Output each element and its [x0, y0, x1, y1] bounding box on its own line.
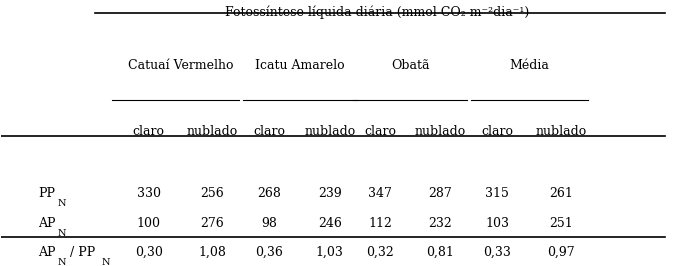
Text: PP: PP: [38, 187, 55, 200]
Text: 239: 239: [318, 187, 342, 200]
Text: 232: 232: [429, 217, 452, 230]
Text: N: N: [58, 228, 66, 238]
Text: 112: 112: [368, 217, 392, 230]
Text: 1,03: 1,03: [316, 246, 344, 259]
Text: 256: 256: [201, 187, 224, 200]
Text: nublado: nublado: [187, 126, 238, 139]
Text: N: N: [58, 258, 66, 266]
Text: claro: claro: [481, 126, 513, 139]
Text: claro: claro: [364, 126, 396, 139]
Text: 330: 330: [137, 187, 161, 200]
Text: N: N: [58, 199, 66, 208]
Text: 347: 347: [368, 187, 392, 200]
Text: 276: 276: [201, 217, 224, 230]
Text: 0,81: 0,81: [427, 246, 454, 259]
Text: 103: 103: [485, 217, 509, 230]
Text: 268: 268: [258, 187, 281, 200]
Text: N: N: [101, 258, 110, 266]
Text: 0,97: 0,97: [547, 246, 575, 259]
Text: 0,36: 0,36: [256, 246, 283, 259]
Text: 100: 100: [137, 217, 161, 230]
Text: 287: 287: [429, 187, 452, 200]
Text: 261: 261: [549, 187, 573, 200]
Text: 98: 98: [262, 217, 277, 230]
Text: 1,08: 1,08: [199, 246, 226, 259]
Text: Média: Média: [509, 59, 549, 72]
Text: 0,33: 0,33: [483, 246, 511, 259]
Text: Obatã: Obatã: [391, 59, 429, 72]
Text: 315: 315: [485, 187, 509, 200]
Text: / PP: / PP: [67, 246, 96, 259]
Text: 251: 251: [549, 217, 573, 230]
Text: 0,32: 0,32: [366, 246, 394, 259]
Text: claro: claro: [254, 126, 285, 139]
Text: AP: AP: [38, 246, 56, 259]
Text: claro: claro: [133, 126, 165, 139]
Text: nublado: nublado: [536, 126, 587, 139]
Text: 0,30: 0,30: [135, 246, 163, 259]
Text: nublado: nublado: [304, 126, 355, 139]
Text: Icatu Amarelo: Icatu Amarelo: [255, 59, 345, 72]
Text: nublado: nublado: [415, 126, 466, 139]
Text: 246: 246: [318, 217, 342, 230]
Text: Catuaí Vermelho: Catuaí Vermelho: [128, 59, 234, 72]
Text: AP: AP: [38, 217, 56, 230]
Text: Fotossíntese líquida diária (mmol CO₂ m⁻²dia⁻¹): Fotossíntese líquida diária (mmol CO₂ m⁻…: [225, 5, 529, 19]
